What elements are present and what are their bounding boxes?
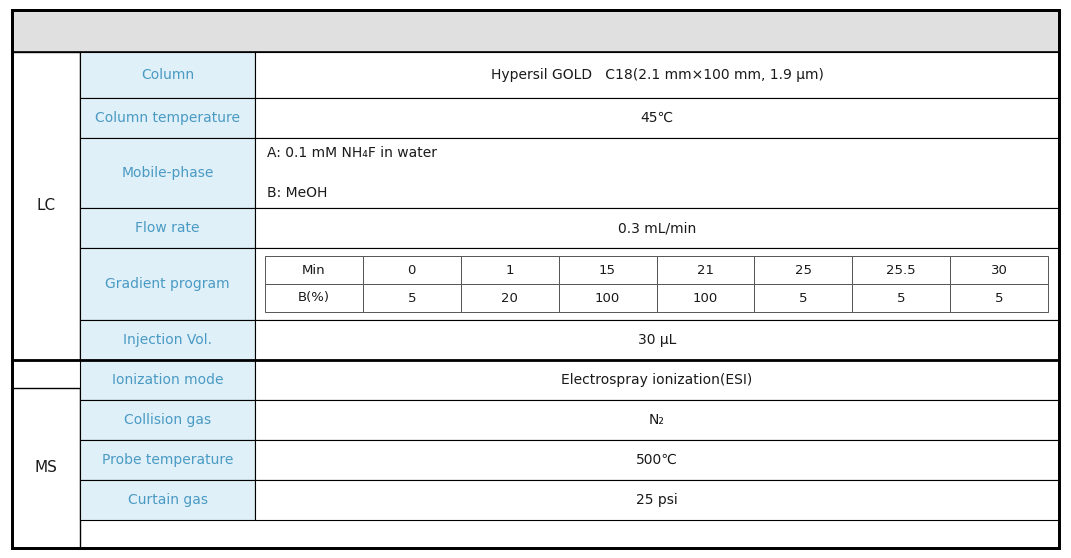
Bar (461, 256, 559, 284)
Text: Gradient program: Gradient program (105, 277, 230, 291)
Bar (265, 284, 363, 312)
Text: LC: LC (36, 199, 56, 214)
Text: Mobile-phase: Mobile-phase (121, 166, 214, 180)
Bar (255, 480, 1059, 520)
Bar (559, 284, 657, 312)
Text: Curtain gas: Curtain gas (127, 493, 208, 507)
Bar (12, 388, 80, 548)
Bar (255, 208, 1059, 248)
Bar (255, 138, 1059, 208)
Bar (255, 248, 1059, 320)
Bar (559, 256, 657, 284)
Text: Column temperature: Column temperature (95, 111, 240, 125)
Bar (80, 138, 255, 208)
Bar (950, 284, 1049, 312)
Bar (80, 98, 255, 138)
Text: Min: Min (302, 263, 326, 277)
Bar (255, 440, 1059, 480)
Bar (853, 256, 950, 284)
Text: B: MeOH: B: MeOH (267, 186, 328, 200)
Text: 0: 0 (408, 263, 416, 277)
Bar (657, 256, 754, 284)
Bar (80, 360, 255, 400)
Text: Probe temperature: Probe temperature (102, 453, 233, 467)
Text: Injection Vol.: Injection Vol. (123, 333, 212, 347)
Bar (80, 248, 255, 320)
Text: 5: 5 (408, 291, 416, 305)
Text: 20: 20 (501, 291, 518, 305)
Bar (255, 52, 1059, 98)
Bar (80, 400, 255, 440)
Bar (950, 256, 1049, 284)
Bar (363, 256, 461, 284)
Text: 5: 5 (799, 291, 808, 305)
Bar (80, 480, 255, 520)
Text: 100: 100 (693, 291, 718, 305)
Bar (12, 10, 1059, 52)
Text: 25 psi: 25 psi (636, 493, 678, 507)
Text: Conditions: Conditions (495, 23, 576, 39)
Text: Hypersil GOLD   C18(2.1 mm×100 mm, 1.9 μm): Hypersil GOLD C18(2.1 mm×100 mm, 1.9 μm) (491, 68, 824, 82)
Bar (255, 400, 1059, 440)
Text: 25: 25 (795, 263, 812, 277)
Text: 30 μL: 30 μL (638, 333, 676, 347)
Bar (657, 284, 754, 312)
Text: A: 0.1 mM NH₄F in water: A: 0.1 mM NH₄F in water (267, 146, 437, 160)
Text: 100: 100 (594, 291, 620, 305)
Bar (80, 440, 255, 480)
Bar (12, 52, 80, 360)
Text: 30: 30 (991, 263, 1008, 277)
Text: N₂: N₂ (649, 413, 665, 427)
Text: 21: 21 (697, 263, 714, 277)
Text: Ionization mode: Ionization mode (111, 373, 223, 387)
Bar (853, 284, 950, 312)
Bar (461, 284, 559, 312)
Text: Flow rate: Flow rate (135, 221, 200, 235)
Text: 25.5: 25.5 (887, 263, 916, 277)
Bar (255, 360, 1059, 400)
Text: 0.3 mL/min: 0.3 mL/min (618, 221, 696, 235)
Bar (255, 320, 1059, 360)
Bar (80, 320, 255, 360)
Text: MS: MS (34, 460, 58, 475)
Bar (754, 284, 853, 312)
Text: 500℃: 500℃ (636, 453, 678, 467)
Bar (363, 284, 461, 312)
Text: Electrospray ionization(ESI): Electrospray ionization(ESI) (561, 373, 753, 387)
Bar (265, 256, 363, 284)
Text: B(%): B(%) (298, 291, 330, 305)
Text: Conditions: Conditions (495, 23, 576, 39)
Bar (754, 256, 853, 284)
Text: 5: 5 (896, 291, 905, 305)
Text: 5: 5 (995, 291, 1004, 305)
Text: Collision gas: Collision gas (124, 413, 211, 427)
Bar (80, 208, 255, 248)
Text: 15: 15 (599, 263, 616, 277)
Text: 1: 1 (506, 263, 514, 277)
Text: 45℃: 45℃ (640, 111, 674, 125)
Bar (255, 98, 1059, 138)
Bar (80, 52, 255, 98)
Bar (12, 10, 1059, 52)
Text: Column: Column (141, 68, 194, 82)
